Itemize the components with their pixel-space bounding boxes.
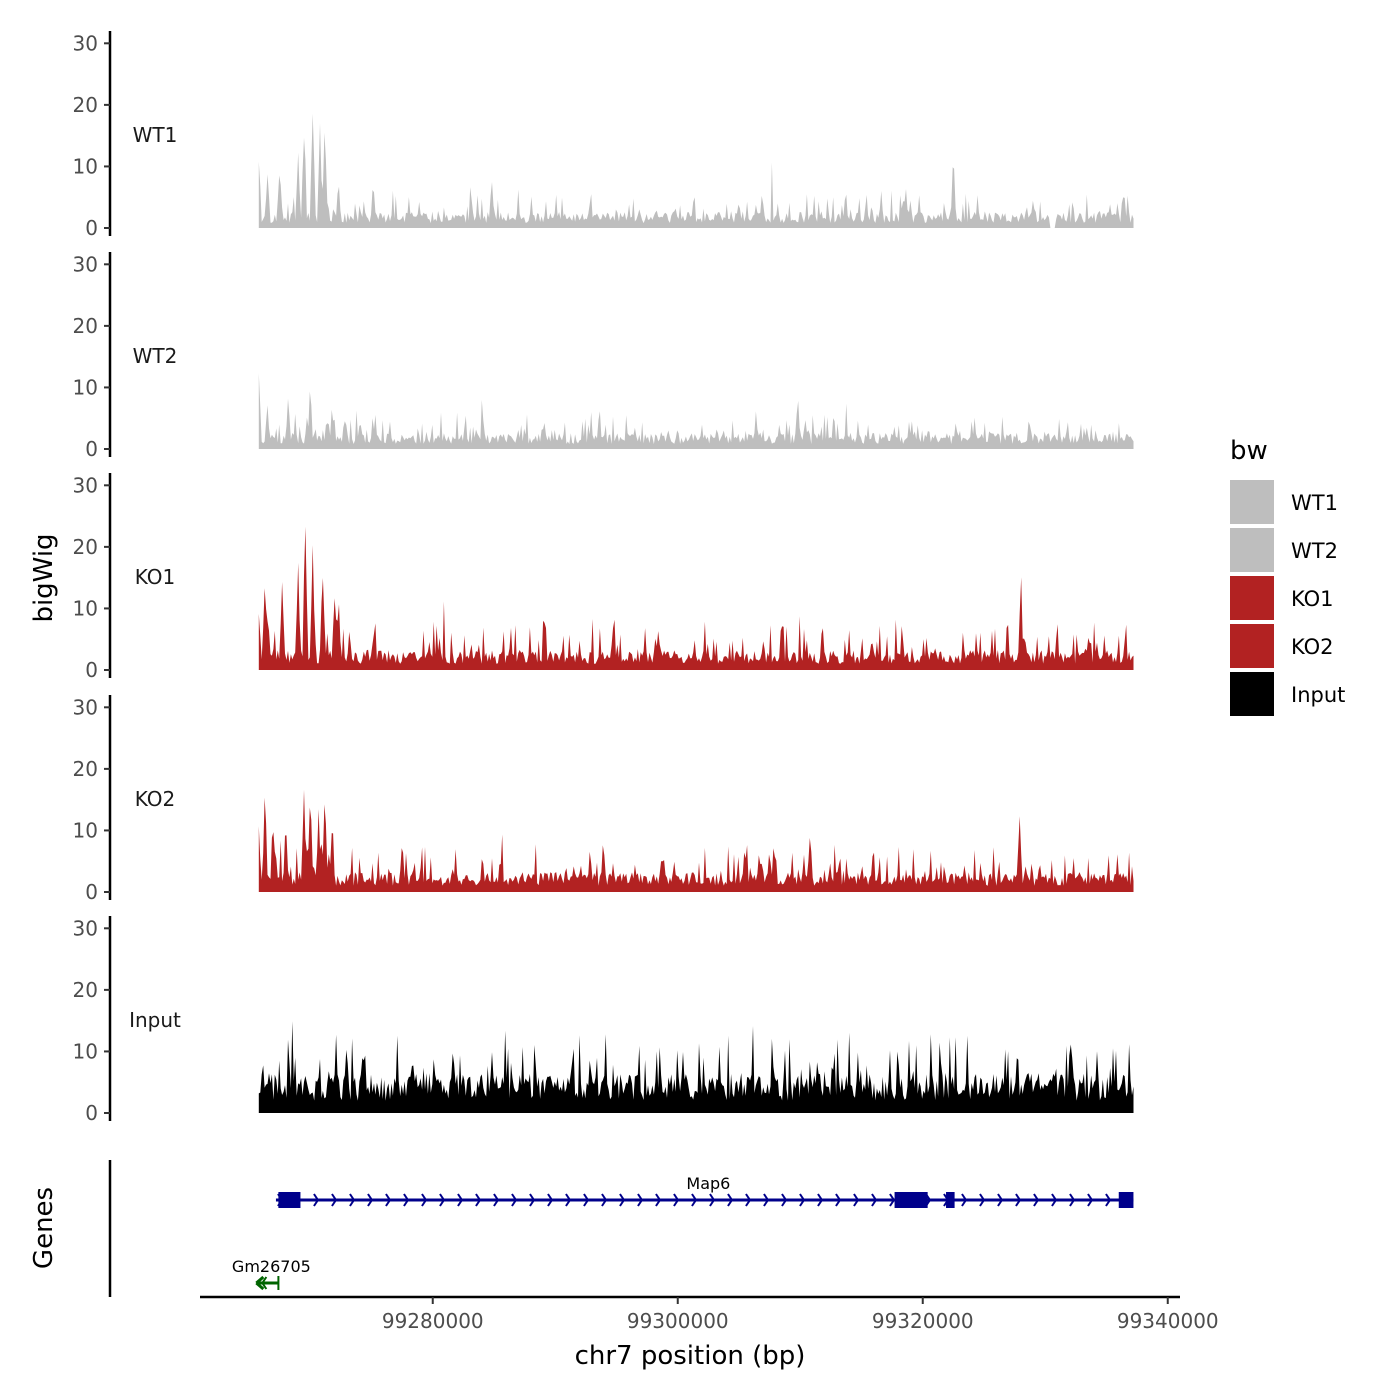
- y-tick-label-wt2-0: 0: [85, 437, 98, 461]
- gene-strand-chevron-map6: [853, 1193, 860, 1207]
- x-tick-label-99300000: 99300000: [627, 1309, 729, 1333]
- track-label-ko1: KO1: [135, 565, 176, 589]
- y-tick-label-ko1-10: 10: [73, 596, 98, 620]
- gene-strand-chevron-map6: [457, 1193, 464, 1207]
- legend-label-ko1: KO1: [1291, 587, 1334, 611]
- y-tick-label-ko1-0: 0: [85, 658, 98, 682]
- y-tick-label-wt1-0: 0: [85, 216, 98, 240]
- gene-strand-chevron-map6: [817, 1193, 824, 1207]
- gene-strand-chevron-map6: [403, 1193, 410, 1207]
- x-tick-label-99320000: 99320000: [872, 1309, 974, 1333]
- y-tick-label-input-10: 10: [73, 1039, 98, 1063]
- gene-strand-chevron-map6: [385, 1193, 392, 1207]
- legend-swatch-wt2: [1230, 528, 1274, 572]
- legend-label-ko2: KO2: [1291, 635, 1334, 659]
- track-label-wt2: WT2: [133, 344, 178, 368]
- gene-exon-map6-2: [946, 1192, 955, 1208]
- gene-axis-title: Genes: [29, 1187, 59, 1269]
- y-tick-label-wt2-10: 10: [73, 375, 98, 399]
- y-tick-label-ko1-30: 30: [73, 473, 98, 497]
- y-tick-label-wt1-20: 20: [73, 93, 98, 117]
- legend-swatch-wt1: [1230, 480, 1274, 524]
- gene-strand-chevron-map6: [709, 1193, 716, 1207]
- gene-strand-chevron-map6: [637, 1193, 644, 1207]
- gene-strand-chevron-map6: [871, 1193, 878, 1207]
- y-tick-label-ko2-10: 10: [73, 818, 98, 842]
- gene-strand-chevron-map6: [1015, 1193, 1022, 1207]
- gene-strand-chevron-map6: [889, 1193, 896, 1207]
- series-area-input: [258, 1021, 1134, 1113]
- gene-strand-chevron-map6: [979, 1193, 986, 1207]
- y-tick-label-ko2-0: 0: [85, 880, 98, 904]
- gene-strand-chevron-map6: [367, 1193, 374, 1207]
- series-area-ko2: [258, 789, 1134, 892]
- y-tick-label-wt2-30: 30: [73, 252, 98, 276]
- series-area-wt1: [258, 113, 1134, 228]
- gene-strand-chevron-map6: [1105, 1193, 1112, 1207]
- gene-strand-chevron-map6: [511, 1193, 518, 1207]
- gene-strand-chevron-map6: [745, 1193, 752, 1207]
- gene-strand-chevron-map6: [421, 1193, 428, 1207]
- series-area-ko1: [258, 526, 1134, 670]
- gene-exon-map6-1: [894, 1192, 928, 1208]
- gene-strand-chevron-map6: [1033, 1193, 1040, 1207]
- gene-strand-chevron-map6: [439, 1193, 446, 1207]
- gene-strand-chevron-map6: [493, 1193, 500, 1207]
- track-label-ko2: KO2: [135, 787, 176, 811]
- y-tick-label-ko1-20: 20: [73, 535, 98, 559]
- gene-exon-map6-0: [278, 1192, 301, 1208]
- gene-strand-chevron-map6: [763, 1193, 770, 1207]
- gene-strand-chevron-map6: [727, 1193, 734, 1207]
- gene-strand-chevron-map6: [601, 1193, 608, 1207]
- gene-strand-chevron-gm26705: [261, 1276, 268, 1290]
- x-tick-label-99280000: 99280000: [382, 1309, 484, 1333]
- gene-strand-chevron-map6: [331, 1193, 338, 1207]
- gene-label-gm26705: Gm26705: [232, 1257, 311, 1276]
- gene-strand-chevron-map6: [619, 1193, 626, 1207]
- gene-strand-chevron-map6: [997, 1193, 1004, 1207]
- gene-exon-map6-3: [1118, 1192, 1134, 1208]
- x-tick-label-99340000: 99340000: [1117, 1309, 1219, 1333]
- legend-swatch-ko2: [1230, 624, 1274, 668]
- gene-strand-chevron-map6: [1051, 1193, 1058, 1207]
- gene-strand-chevron-map6: [565, 1193, 572, 1207]
- y-tick-label-wt1-30: 30: [73, 31, 98, 55]
- x-axis-title: chr7 position (bp): [575, 1341, 806, 1371]
- legend-label-input: Input: [1291, 683, 1345, 707]
- gene-strand-chevron-map6: [781, 1193, 788, 1207]
- track-label-input: Input: [129, 1008, 181, 1032]
- gene-strand-chevron-map6: [655, 1193, 662, 1207]
- gene-arrowhead-gm26705: [255, 1275, 265, 1291]
- y-tick-label-input-20: 20: [73, 978, 98, 1002]
- legend-swatch-input: [1230, 672, 1274, 716]
- y-tick-label-input-0: 0: [85, 1101, 98, 1125]
- gene-strand-chevron-map6: [529, 1193, 536, 1207]
- legend-swatch-ko1: [1230, 576, 1274, 620]
- gene-strand-chevron-map6: [961, 1193, 968, 1207]
- gene-strand-chevron-map6: [547, 1193, 554, 1207]
- y-axis-title: bigWig: [29, 533, 59, 622]
- series-area-wt2: [258, 373, 1134, 449]
- y-tick-label-input-30: 30: [73, 916, 98, 940]
- gene-strand-chevron-map6: [313, 1193, 320, 1207]
- y-tick-label-ko2-30: 30: [73, 695, 98, 719]
- gene-strand-chevron-map6: [475, 1193, 482, 1207]
- gene-strand-chevron-map6: [799, 1193, 806, 1207]
- legend-title: bw: [1230, 436, 1268, 466]
- gene-strand-chevron-map6: [691, 1193, 698, 1207]
- legend-label-wt2: WT2: [1291, 539, 1338, 563]
- y-tick-label-wt2-20: 20: [73, 314, 98, 338]
- y-tick-label-wt1-10: 10: [73, 154, 98, 178]
- gene-strand-chevron-map6: [835, 1193, 842, 1207]
- gene-label-map6: Map6: [686, 1174, 730, 1193]
- gene-strand-chevron-map6: [1069, 1193, 1076, 1207]
- y-tick-label-ko2-20: 20: [73, 757, 98, 781]
- track-label-wt1: WT1: [133, 123, 178, 147]
- gene-strand-chevron-map6: [349, 1193, 356, 1207]
- gene-strand-chevron-map6: [583, 1193, 590, 1207]
- gene-strand-chevron-map6: [673, 1193, 680, 1207]
- legend-label-wt1: WT1: [1291, 491, 1338, 515]
- gene-strand-chevron-map6: [1087, 1193, 1094, 1207]
